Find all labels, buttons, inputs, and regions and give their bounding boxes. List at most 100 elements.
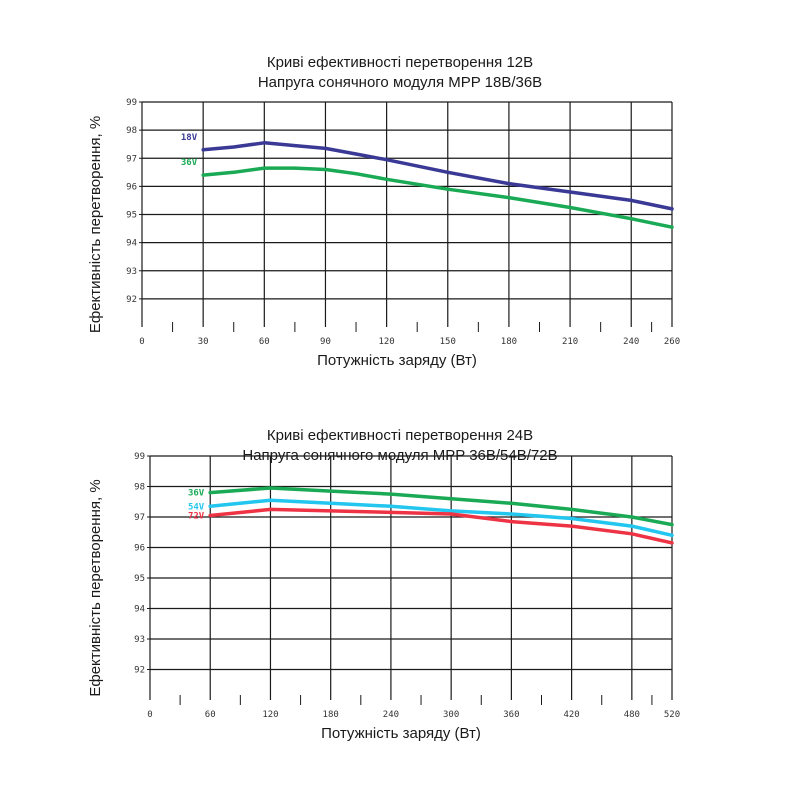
data-point (670, 541, 674, 545)
data-point (449, 509, 453, 513)
chart-subtitle: Напруга сонячного модуля MPP 18В/36В (257, 74, 543, 91)
x-tick-label: 240 (383, 710, 399, 720)
data-point (389, 504, 393, 508)
data-point (446, 187, 450, 191)
data-point (507, 181, 511, 186)
data-point (329, 509, 333, 513)
data-point (201, 148, 205, 152)
x-tick-label: 180 (501, 337, 517, 347)
data-point (323, 146, 328, 151)
data-point (354, 152, 358, 156)
chart-title: Криві ефективності перетворення 12В (266, 54, 534, 71)
series-label: 54V (188, 502, 205, 512)
data-point (268, 507, 273, 511)
y-tick-label: 96 (126, 182, 137, 192)
y-tick-label: 98 (134, 483, 145, 493)
data-point (630, 532, 634, 536)
x-tick-label: 300 (443, 710, 459, 720)
data-point (385, 158, 389, 162)
y-tick-label: 92 (126, 295, 137, 305)
series-line-18V (201, 141, 674, 211)
data-point (509, 512, 513, 516)
y-tick-label: 95 (126, 211, 137, 221)
chart-title: Криві ефективності перетворення 24В (266, 427, 534, 444)
x-tick-label: 60 (259, 337, 270, 347)
y-axis-label: Ефективність перетворення, % (87, 116, 104, 333)
x-tick-label: 420 (563, 710, 579, 720)
data-point (293, 166, 297, 170)
y-tick-label: 99 (126, 98, 137, 108)
data-point (268, 486, 273, 490)
data-point (385, 177, 389, 181)
data-point (568, 205, 572, 210)
data-point (630, 515, 634, 519)
x-axis-label: Потужність заряду (Вт) (317, 352, 477, 369)
data-point (201, 173, 205, 177)
data-point (449, 512, 453, 516)
x-tick-label: 0 (139, 337, 144, 347)
data-point (262, 141, 266, 145)
y-tick-label: 96 (134, 544, 145, 554)
data-point (670, 523, 674, 527)
x-tick-label: 180 (323, 710, 339, 720)
series-label: 72V (188, 511, 205, 521)
data-point (354, 172, 358, 176)
x-tick-label: 0 (147, 710, 152, 720)
data-point (262, 166, 266, 170)
chart-svg: 92 93 94 95 96 97 98 99 0 30 60 90 120 150 180 210 240 26… (87, 98, 680, 369)
x-tick-label: 120 (378, 337, 394, 347)
y-tick-label: 94 (126, 239, 137, 249)
data-point (389, 510, 393, 515)
data-point (570, 507, 574, 511)
x-tick-label: 120 (262, 710, 278, 720)
series-line-36V (208, 486, 674, 527)
y-axis-label: Ефективність перетворення, % (87, 479, 104, 696)
data-point (570, 524, 574, 528)
x-tick-label: 480 (624, 710, 640, 720)
y-tick-label: 93 (126, 267, 137, 277)
y-tick-label: 92 (134, 666, 145, 676)
data-point (208, 491, 212, 495)
data-point (449, 497, 453, 501)
chart-svg: 92 93 94 95 96 97 98 99 0 60 120 180 240 300 360 420 480… (87, 452, 680, 742)
series-label: 36V (188, 489, 205, 499)
y-tick-label: 97 (134, 513, 145, 523)
data-point (568, 190, 572, 194)
data-point (629, 217, 633, 221)
y-tick-label: 97 (126, 154, 137, 164)
x-tick-label: 260 (664, 337, 680, 347)
x-tick-label: 90 (320, 337, 331, 347)
data-point (208, 504, 212, 508)
series-label: 36V (181, 158, 198, 168)
data-point (670, 207, 674, 211)
series-label: 18V (181, 133, 198, 143)
y-tick-label: 94 (134, 605, 145, 615)
x-tick-label: 210 (562, 337, 578, 347)
y-tick-label: 99 (134, 452, 145, 462)
series-line-36V (201, 166, 674, 229)
data-point (507, 196, 511, 200)
data-point (509, 501, 513, 505)
x-tick-label: 60 (205, 710, 216, 720)
data-point (232, 170, 236, 174)
data-point (293, 143, 297, 148)
x-tick-label: 30 (198, 337, 209, 347)
x-tick-label: 150 (440, 337, 456, 347)
data-point (630, 524, 634, 528)
data-point (268, 498, 273, 502)
data-point (629, 198, 633, 203)
chart-24v: Криві ефективності перетворення 24В Напр… (0, 418, 800, 758)
x-axis-label: Потужність заряду (Вт) (321, 725, 481, 742)
y-tick-label: 98 (126, 126, 137, 136)
data-point (232, 145, 236, 149)
data-point (570, 516, 574, 521)
data-point (389, 492, 393, 496)
data-point (329, 501, 333, 505)
chart-12v: Криві ефективності перетворення 12В Напр… (0, 45, 800, 385)
data-point (323, 167, 328, 172)
data-point (446, 170, 450, 174)
data-point (208, 513, 212, 518)
x-tick-label: 360 (503, 710, 519, 720)
data-point (670, 533, 674, 537)
x-tick-label: 240 (623, 337, 639, 347)
